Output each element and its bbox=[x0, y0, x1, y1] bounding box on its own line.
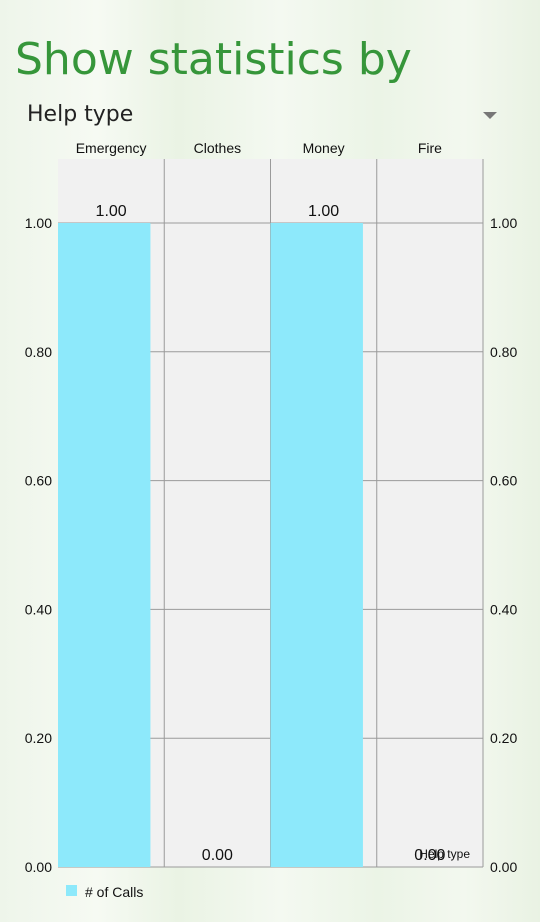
y-tick-label-left: 0.60 bbox=[25, 473, 52, 489]
help-type-spinner[interactable]: Help type bbox=[16, 96, 510, 136]
y-tick-label-left: 0.00 bbox=[25, 859, 52, 875]
y-tick-label-right: 0.80 bbox=[490, 344, 517, 360]
bar-value-label: 0.00 bbox=[414, 847, 445, 864]
x-category-label: Fire bbox=[418, 140, 442, 156]
bar-value-label: 0.00 bbox=[202, 847, 233, 864]
dropdown-arrow-icon[interactable] bbox=[483, 112, 497, 119]
x-category-label: Clothes bbox=[194, 140, 241, 156]
x-axis-title: Help type bbox=[419, 847, 470, 861]
bar-value-label: 1.00 bbox=[308, 203, 339, 220]
y-tick-label-right: 0.00 bbox=[490, 859, 517, 875]
spinner-selected-value: Help type bbox=[27, 102, 134, 127]
bar-value-label: 1.00 bbox=[96, 203, 127, 220]
x-category-label: Emergency bbox=[76, 140, 147, 156]
calls-bar-chart: 0.00 0.00 0.20 0.20 0.40 0.40 0.60 0.60 0.80 0.80… bbox=[25, 140, 518, 900]
x-category-label: Money bbox=[303, 140, 345, 156]
y-tick-label-left: 0.40 bbox=[25, 601, 52, 617]
bar bbox=[270, 223, 363, 867]
legend-label: # of Calls bbox=[85, 884, 143, 900]
y-tick-label-left: 0.80 bbox=[25, 344, 52, 360]
y-tick-label-right: 0.20 bbox=[490, 730, 517, 746]
y-tick-label-left: 1.00 bbox=[25, 215, 52, 231]
y-tick-label-right: 0.40 bbox=[490, 601, 517, 617]
bar bbox=[58, 223, 151, 867]
y-tick-label-right: 1.00 bbox=[490, 215, 517, 231]
y-tick-label-right: 0.60 bbox=[490, 473, 517, 489]
y-tick-label-left: 0.20 bbox=[25, 730, 52, 746]
legend-swatch bbox=[66, 885, 77, 896]
page-title: Show statistics by bbox=[15, 34, 412, 85]
